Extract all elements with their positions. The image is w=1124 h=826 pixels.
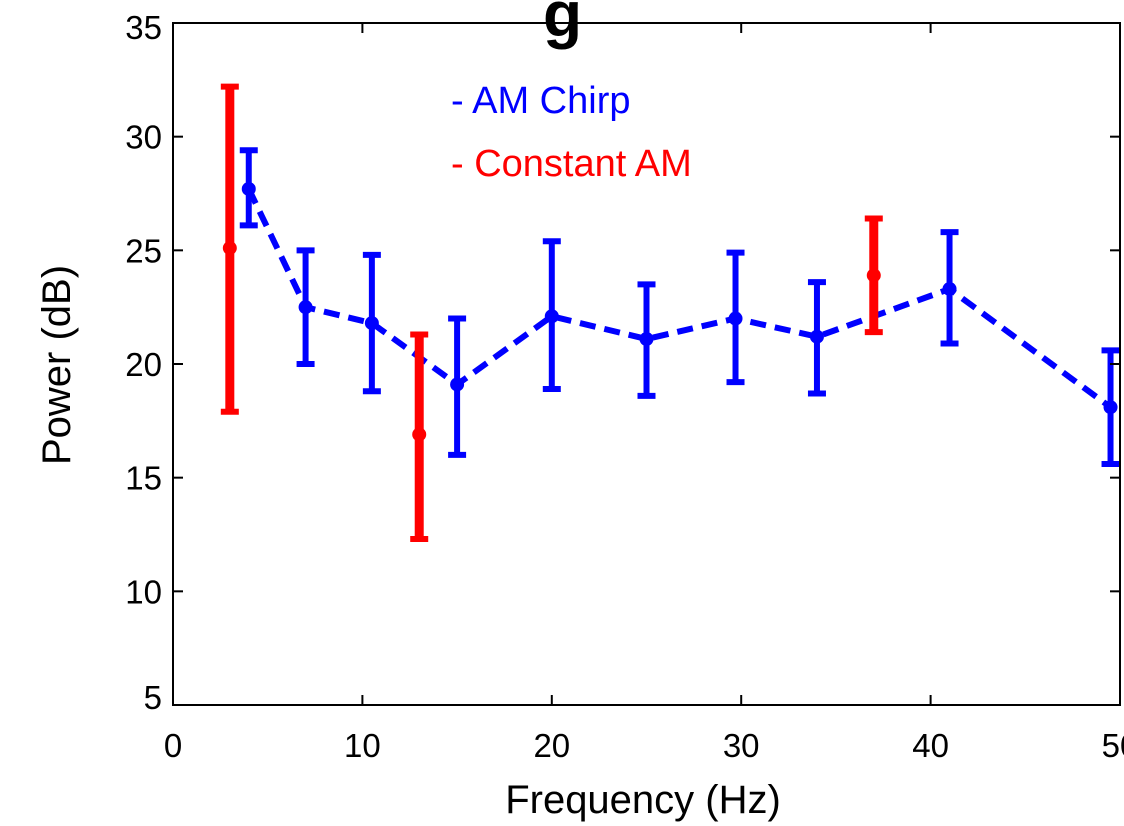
data-point-am-chirp <box>364 316 379 331</box>
axis-ticks: 0 10 20 30 40 50 5 10 15 20 25 30 35 <box>125 9 1124 764</box>
y-tick-label: 15 <box>125 460 162 497</box>
data-point-constant-am <box>222 241 237 256</box>
data-point-am-chirp <box>241 181 256 196</box>
data-point-am-chirp <box>1103 400 1118 415</box>
x-tick-label: 40 <box>912 727 949 764</box>
data-point-am-chirp <box>809 329 824 344</box>
x-tick-label: 10 <box>344 727 381 764</box>
y-tick-label: 10 <box>125 573 162 610</box>
data-point-am-chirp <box>450 377 465 392</box>
data-point-am-chirp <box>544 309 559 324</box>
x-axis-label: Frequency (Hz) <box>505 778 781 822</box>
legend-entry-am-chirp: - AM Chirp <box>451 80 630 122</box>
plot-marks <box>220 83 1120 543</box>
y-tick-label: 35 <box>125 9 162 46</box>
data-point-constant-am <box>412 427 427 442</box>
data-point-am-chirp <box>639 331 654 346</box>
y-tick-label: 5 <box>144 679 162 716</box>
y-axis-label: Power (dB) <box>35 265 79 465</box>
series-line-am-chirp <box>246 187 1113 410</box>
y-tick-label: 30 <box>125 119 162 156</box>
data-point-am-chirp <box>728 311 743 326</box>
x-tick-label: 20 <box>533 727 570 764</box>
y-tick-label: 25 <box>125 232 162 269</box>
data-point-am-chirp <box>942 281 957 296</box>
x-tick-label: 30 <box>723 727 760 764</box>
data-point-am-chirp <box>298 300 313 315</box>
chart-title-fragment: g <box>543 0 582 50</box>
data-point-constant-am <box>866 268 881 283</box>
legend: - AM Chirp - Constant AM <box>451 80 692 185</box>
legend-entry-constant-am: - Constant AM <box>451 143 692 185</box>
y-tick-label: 20 <box>125 346 162 383</box>
x-tick-label: 50 <box>1102 727 1124 764</box>
x-tick-label: 0 <box>164 727 182 764</box>
